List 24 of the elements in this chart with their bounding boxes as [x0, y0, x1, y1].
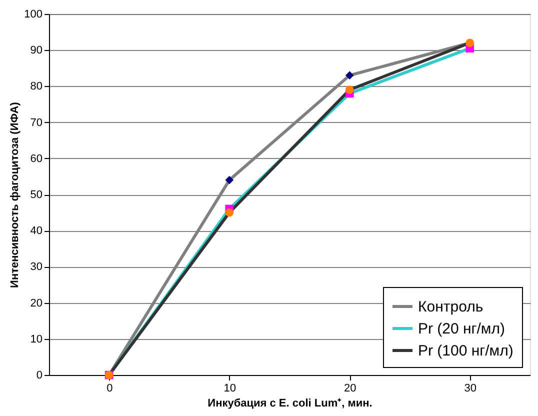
- y-tick-label: 80: [30, 80, 42, 93]
- x-tick-label: 0: [106, 382, 113, 394]
- point: [345, 86, 354, 94]
- y-tick-label: 90: [30, 44, 42, 57]
- legend-label: Pr (100 нг/мл): [418, 342, 514, 360]
- legend-label: Контроль: [418, 298, 484, 316]
- point: [225, 208, 234, 217]
- y-tick-label: 40: [30, 225, 42, 238]
- y-axis-title: Интенсивность фагоцитоза (ИФА): [9, 102, 22, 288]
- y-tick-label: 60: [30, 152, 42, 165]
- x-tick-label: 20: [344, 382, 356, 394]
- y-tick-label: 0: [36, 370, 42, 382]
- x-axis-title: Инкубация с E. coli Lum⁺, мин.: [208, 398, 372, 410]
- y-tick-label: 10: [30, 333, 42, 346]
- point: [225, 176, 234, 184]
- y-tick-label: 50: [30, 189, 42, 201]
- x-tick-label: 30: [464, 382, 476, 394]
- x-tick-label: 10: [224, 382, 236, 394]
- legend-label: Pr (20 нг/мл): [418, 320, 505, 338]
- point: [345, 71, 354, 80]
- y-tick-label: 20: [30, 297, 42, 310]
- y-tick-label: 70: [30, 116, 42, 129]
- y-tick-label: 30: [30, 261, 42, 274]
- y-tick-label: 100: [24, 8, 42, 20]
